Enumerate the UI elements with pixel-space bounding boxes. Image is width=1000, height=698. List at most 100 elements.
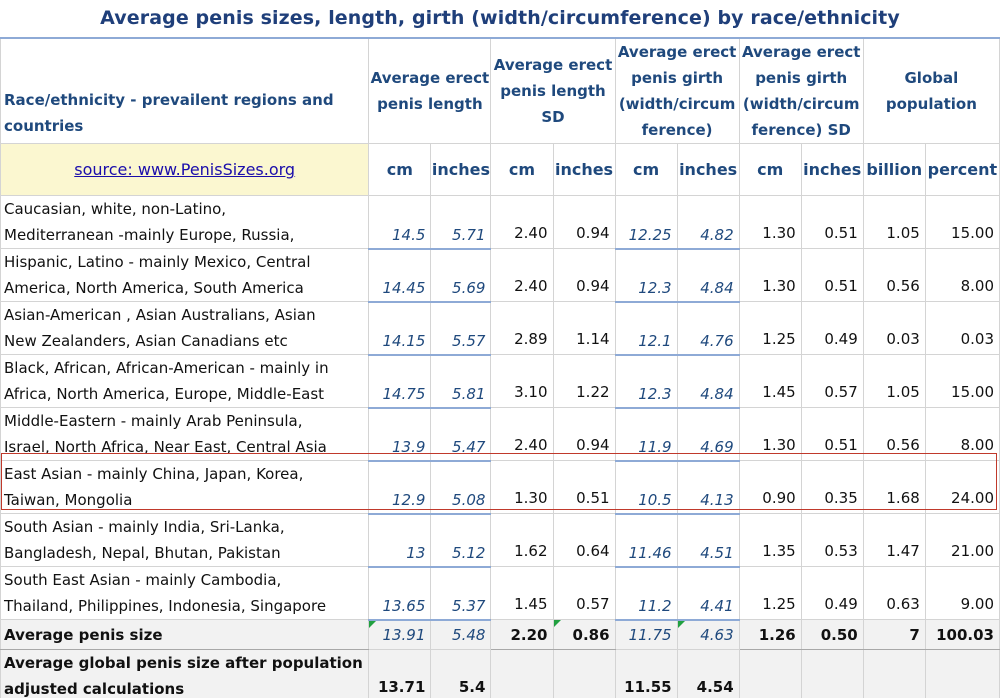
population-billion-cell: 1.05 xyxy=(862,195,926,249)
race-cell: Asian-American , Asian Australians, Asia… xyxy=(0,301,370,355)
global-length-cm-cell: 13.71 xyxy=(368,649,432,698)
length-cm-cell: 13.65 xyxy=(368,566,432,621)
unit-cell: inches xyxy=(800,143,864,196)
girth-sd-inches-cell: 0.53 xyxy=(800,513,864,567)
girth-inches-cell: 4.84 xyxy=(676,354,740,409)
girth-sd-cm-cell: 1.30 xyxy=(738,195,802,249)
population-billion-cell: 1.05 xyxy=(862,354,926,408)
population-percent-cell: 8.00 xyxy=(924,407,1000,461)
length-sd-cm-cell: 2.40 xyxy=(490,248,554,302)
length-cm-cell: 14.15 xyxy=(368,301,432,356)
length-inches-cell: 5.57 xyxy=(430,301,492,356)
girth-inches-cell: 4.76 xyxy=(676,301,740,356)
race-cell: Black, African, African-American - mainl… xyxy=(0,354,370,408)
girth-inches-cell: 4.84 xyxy=(676,248,740,303)
race-cell: South Asian - mainly India, Sri-Lanka, Ba… xyxy=(0,513,370,567)
unit-cell: inches xyxy=(430,143,492,196)
length-sd-cm-cell: 2.89 xyxy=(490,301,554,355)
length-sd-cm-cell: 1.30 xyxy=(490,460,554,514)
girth-inches-cell: 4.41 xyxy=(676,566,740,621)
girth-sd-cm-cell: 1.30 xyxy=(738,407,802,461)
table-row: Middle-Eastern - mainly Arab Peninsula, I… xyxy=(0,407,1000,462)
girth-cm-cell: 12.1 xyxy=(614,301,678,356)
length-inches-cell: 5.08 xyxy=(430,460,492,515)
population-percent-cell: 24.00 xyxy=(924,460,1000,514)
girth-sd-inches-cell: 0.51 xyxy=(800,248,864,302)
girth-sd-inches-cell: 0.49 xyxy=(800,566,864,620)
length-sd-cm-cell: 2.40 xyxy=(490,407,554,461)
girth-sd-inches-cell: 0.51 xyxy=(800,195,864,249)
girth-sd-cm-cell: 1.35 xyxy=(738,513,802,567)
length-sd-cm-cell: 1.45 xyxy=(490,566,554,620)
units-row: source: www.PenisSizes.org cm inches cm … xyxy=(0,143,1000,196)
table-row: South Asian - mainly India, Sri-Lanka, Ba… xyxy=(0,513,1000,568)
average-row: Average penis size 13.91 5.48 2.20 0.86 … xyxy=(0,619,1000,650)
table-row-highlighted: East Asian - mainly China, Japan, Korea,… xyxy=(0,460,1000,515)
global-girth-cm-cell: 11.55 xyxy=(614,649,678,698)
source-link[interactable]: source: www.PenisSizes.org xyxy=(0,143,370,196)
penis-size-table: Race/ethnicity - prevailent regions and … xyxy=(0,37,1000,698)
race-cell: South East Asian - mainly Cambodia, Thail… xyxy=(0,566,370,620)
population-percent-cell: 8.00 xyxy=(924,248,1000,302)
length-sd-inches-cell: 0.94 xyxy=(552,248,616,302)
avg-population-billion-cell: 7 xyxy=(862,619,926,650)
unit-cell: billion xyxy=(862,143,926,196)
table-row: Asian-American , Asian Australians, Asia… xyxy=(0,301,1000,356)
population-percent-cell: 21.00 xyxy=(924,513,1000,567)
girth-cm-cell: 12.25 xyxy=(614,195,678,250)
population-percent-cell: 15.00 xyxy=(924,354,1000,408)
girth-sd-inches-cell: 0.49 xyxy=(800,301,864,355)
length-sd-header: Average erect penis length SD xyxy=(490,37,616,144)
table-row: Caucasian, white, non-Latino, Mediterrane… xyxy=(0,195,1000,250)
girth-sd-cm-cell: 1.30 xyxy=(738,248,802,302)
avg-girth-sd-cm-cell: 1.26 xyxy=(738,619,802,650)
avg-length-sd-inches-cell: 0.86 xyxy=(552,619,616,650)
length-cm-cell: 13 xyxy=(368,513,432,568)
length-cm-cell: 14.75 xyxy=(368,354,432,409)
girth-sd-cm-cell: 1.25 xyxy=(738,566,802,620)
unit-cell: inches xyxy=(552,143,616,196)
girth-inches-cell: 4.51 xyxy=(676,513,740,568)
girth-sd-cm-cell: 0.90 xyxy=(738,460,802,514)
avg-length-inches-cell: 5.48 xyxy=(430,619,492,650)
length-sd-inches-cell: 0.57 xyxy=(552,566,616,620)
girth-sd-inches-cell: 0.35 xyxy=(800,460,864,514)
global-length-inches-cell: 5.4 xyxy=(430,649,492,698)
population-billion-cell: 0.56 xyxy=(862,248,926,302)
girth-cm-cell: 10.5 xyxy=(614,460,678,515)
girth-header: Average erect penis girth (width/circum … xyxy=(614,37,740,144)
population-percent-cell: 0.03 xyxy=(924,301,1000,355)
length-inches-cell: 5.71 xyxy=(430,195,492,250)
length-sd-inches-cell: 1.22 xyxy=(552,354,616,408)
global-girth-sd-cm-cell xyxy=(738,649,802,698)
girth-inches-cell: 4.13 xyxy=(676,460,740,515)
global-girth-inches-cell: 4.54 xyxy=(676,649,740,698)
length-cm-cell: 12.9 xyxy=(368,460,432,515)
girth-cm-cell: 12.3 xyxy=(614,354,678,409)
race-cell: Caucasian, white, non-Latino, Mediterrane… xyxy=(0,195,370,249)
unit-cell: inches xyxy=(676,143,740,196)
length-cm-cell: 13.9 xyxy=(368,407,432,462)
avg-girth-sd-inches-cell: 0.50 xyxy=(800,619,864,650)
population-billion-cell: 1.68 xyxy=(862,460,926,514)
global-length-sd-inches-cell xyxy=(552,649,616,698)
girth-sd-inches-cell: 0.51 xyxy=(800,407,864,461)
population-billion-cell: 0.56 xyxy=(862,407,926,461)
global-girth-sd-inches-cell xyxy=(800,649,864,698)
unit-cell: cm xyxy=(614,143,678,196)
length-cm-cell: 14.45 xyxy=(368,248,432,303)
race-header: Race/ethnicity - prevailent regions and … xyxy=(0,37,370,144)
unit-cell: cm xyxy=(490,143,554,196)
avg-girth-cm-cell: 11.75 xyxy=(614,619,678,650)
girth-cm-cell: 11.2 xyxy=(614,566,678,621)
girth-cm-cell: 11.46 xyxy=(614,513,678,568)
girth-sd-cm-cell: 1.25 xyxy=(738,301,802,355)
table-row: Hispanic, Latino - mainly Mexico, Centra… xyxy=(0,248,1000,303)
race-cell: East Asian - mainly China, Japan, Korea,… xyxy=(0,460,370,514)
length-inches-cell: 5.69 xyxy=(430,248,492,303)
girth-sd-inches-cell: 0.57 xyxy=(800,354,864,408)
length-sd-inches-cell: 0.94 xyxy=(552,407,616,461)
length-inches-cell: 5.81 xyxy=(430,354,492,409)
unit-cell: cm xyxy=(738,143,802,196)
population-percent-cell: 15.00 xyxy=(924,195,1000,249)
